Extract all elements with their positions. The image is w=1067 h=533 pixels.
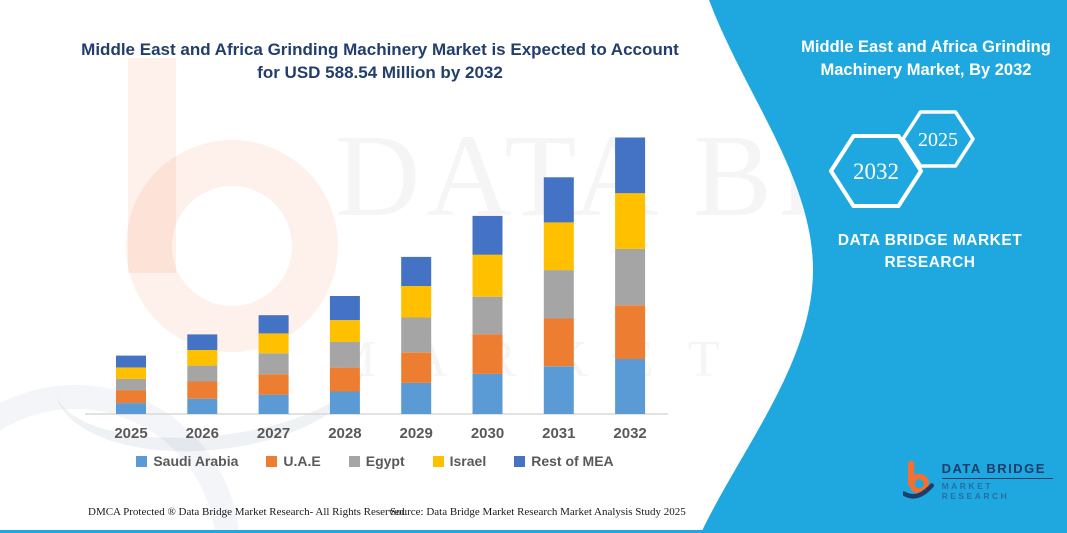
hexagon-2032 (829, 134, 923, 208)
bar-segment (258, 315, 289, 334)
legend-item: Saudi Arabia (136, 453, 238, 469)
hexagon-2025-label: 2025 (918, 129, 958, 151)
bar-segment (615, 248, 646, 306)
bottom-accent-line (0, 530, 1067, 533)
x-axis-label: 2027 (257, 425, 290, 442)
bar-segment (401, 286, 432, 318)
bar-segment (401, 317, 432, 353)
legend-label: Saudi Arabia (153, 453, 239, 469)
legend-item: U.A.E (266, 453, 321, 469)
legend-label: U.A.E (283, 453, 321, 469)
legend-label: Rest of MEA (531, 453, 614, 469)
bar-segment (187, 350, 218, 366)
bar-segment (258, 333, 289, 354)
bar-segment (187, 381, 218, 399)
x-axis-label: 2029 (400, 425, 433, 442)
panel-brand-text: DATA BRIDGE MARKET RESEARCH (810, 230, 1050, 274)
bar-segment (615, 358, 646, 414)
bar-segment (472, 334, 503, 374)
bar-segment (116, 355, 146, 368)
legend-item: Israel (432, 453, 487, 469)
legend-label: Egypt (365, 453, 405, 469)
logo-name: DATA BRIDGE (941, 461, 1053, 479)
hexagon-2025 (901, 110, 975, 168)
databridge-logo: DATA BRIDGE MARKET RESEARCH (903, 460, 1053, 502)
bar-segment (401, 352, 432, 383)
bar-segment (472, 215, 503, 255)
bar-segment (116, 367, 146, 379)
bar-segment (258, 394, 289, 414)
legend-item: Rest of MEA (514, 453, 614, 469)
bar-segment (187, 398, 218, 414)
bar-segment (329, 367, 360, 392)
legend-label: Israel (449, 453, 487, 469)
bar-segment (543, 177, 574, 223)
bar-segment (329, 391, 360, 414)
bar-segment (615, 137, 646, 194)
legend-swatch (348, 455, 360, 467)
x-axis-label: 2030 (471, 425, 504, 442)
bar-segment (472, 373, 503, 414)
bar-segment (258, 374, 289, 395)
source-note: Source: Data Bridge Market Research Mark… (390, 506, 686, 518)
chart-title-line2: for USD 588.54 Million by 2032 (257, 63, 503, 82)
bar-segment (329, 320, 360, 342)
x-axis-label: 2031 (542, 425, 575, 442)
hexagon-2032-label: 2032 (853, 159, 899, 184)
stacked-bar-chart: 2025 2026 2027 2028 2029 2030 2031 2032 (75, 112, 675, 447)
x-axis-label: 2028 (328, 425, 361, 442)
databridge-logo-text: DATA BRIDGE MARKET RESEARCH (941, 461, 1053, 501)
x-axis-label: 2025 (114, 425, 147, 442)
legend-swatch (514, 455, 526, 467)
chart-title: Middle East and Africa Grinding Machiner… (70, 38, 690, 84)
bar-segment (543, 318, 574, 367)
bar-segment (187, 365, 218, 382)
legend-swatch (266, 455, 278, 467)
bar-segment (543, 222, 574, 271)
panel-brand-line2: RESEARCH (884, 254, 976, 271)
bar-segment (472, 296, 503, 335)
bar-segment (401, 382, 432, 414)
bar-segment (615, 193, 646, 249)
chart-legend: Saudi Arabia U.A.E Egypt Israel Rest of MEA (75, 453, 675, 469)
panel-title-line2: Machinery Market, By 2032 (820, 61, 1032, 79)
x-axis-label: 2026 (186, 425, 219, 442)
databridge-logo-icon (903, 460, 934, 499)
legend-item: Egypt (348, 453, 405, 469)
legend-swatch (136, 455, 148, 467)
bar-segment (401, 256, 432, 286)
bar-segment (329, 341, 360, 368)
bar-segment (258, 353, 289, 375)
bar-segment (472, 254, 503, 297)
logo-subtitle: MARKET RESEARCH (941, 481, 1010, 501)
bar-segment (329, 296, 360, 321)
bar-segment (543, 366, 574, 414)
panel-title-line1: Middle East and Africa Grinding (801, 38, 1051, 56)
chart-title-line1: Middle East and Africa Grinding Machiner… (81, 40, 679, 59)
bar-segment (543, 270, 574, 319)
panel-brand-line1: DATA BRIDGE MARKET (837, 232, 1023, 249)
side-panel-path (701, 0, 1067, 533)
legend-swatch (432, 455, 444, 467)
bar-segment (116, 390, 146, 403)
chart-svg: 2025 2026 2027 2028 2029 2030 2031 2032 (85, 137, 668, 442)
dmca-notice: DMCA Protected ® Data Bridge Market Rese… (88, 506, 408, 518)
bar-segment (116, 403, 146, 414)
bar-segment (187, 334, 218, 350)
bar-segment (116, 378, 146, 391)
bar-segment (615, 305, 646, 359)
x-axis-label: 2032 (613, 425, 646, 442)
panel-title: Middle East and Africa Grinding Machiner… (795, 36, 1057, 82)
